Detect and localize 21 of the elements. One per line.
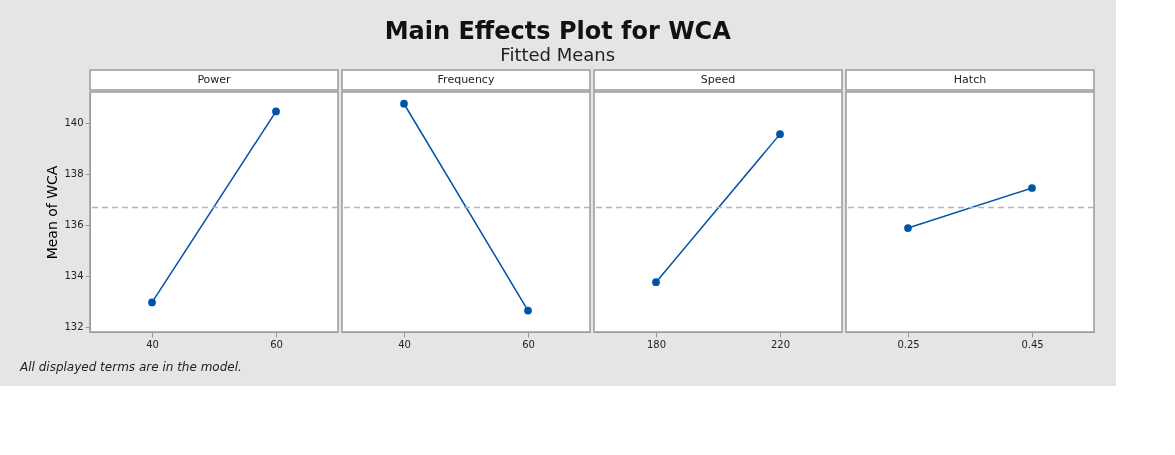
x-tick-label: 40 <box>146 338 159 350</box>
x-tick-label: 40 <box>398 338 411 350</box>
text: All displayed terms are in the model. <box>19 360 242 374</box>
y-tick-label: 136 <box>64 219 84 231</box>
y-tick-label: 140 <box>64 117 84 129</box>
text: Main Effects Plot for WCA <box>384 17 732 46</box>
y-tick-label: 134 <box>64 270 84 282</box>
x-axis-title: Frequency <box>437 73 495 86</box>
x-axis-title: Speed <box>700 73 736 86</box>
x-tick-label: 0.25 <box>897 338 920 350</box>
y-tick-label: 132 <box>64 321 84 333</box>
text: Fitted Means <box>500 44 616 66</box>
x-tick-label: 220 <box>770 338 791 350</box>
x-tick-label: 0.45 <box>1021 338 1044 350</box>
x-axis-title: Hatch <box>953 73 987 86</box>
x-tick-label: 60 <box>522 338 535 350</box>
y-axis-title: Mean of WCA <box>44 165 61 260</box>
x-tick-label: 60 <box>270 338 283 350</box>
y-tick-label: 138 <box>64 168 84 180</box>
x-axis-title: Power <box>197 73 232 86</box>
x-tick-label: 180 <box>646 338 667 350</box>
